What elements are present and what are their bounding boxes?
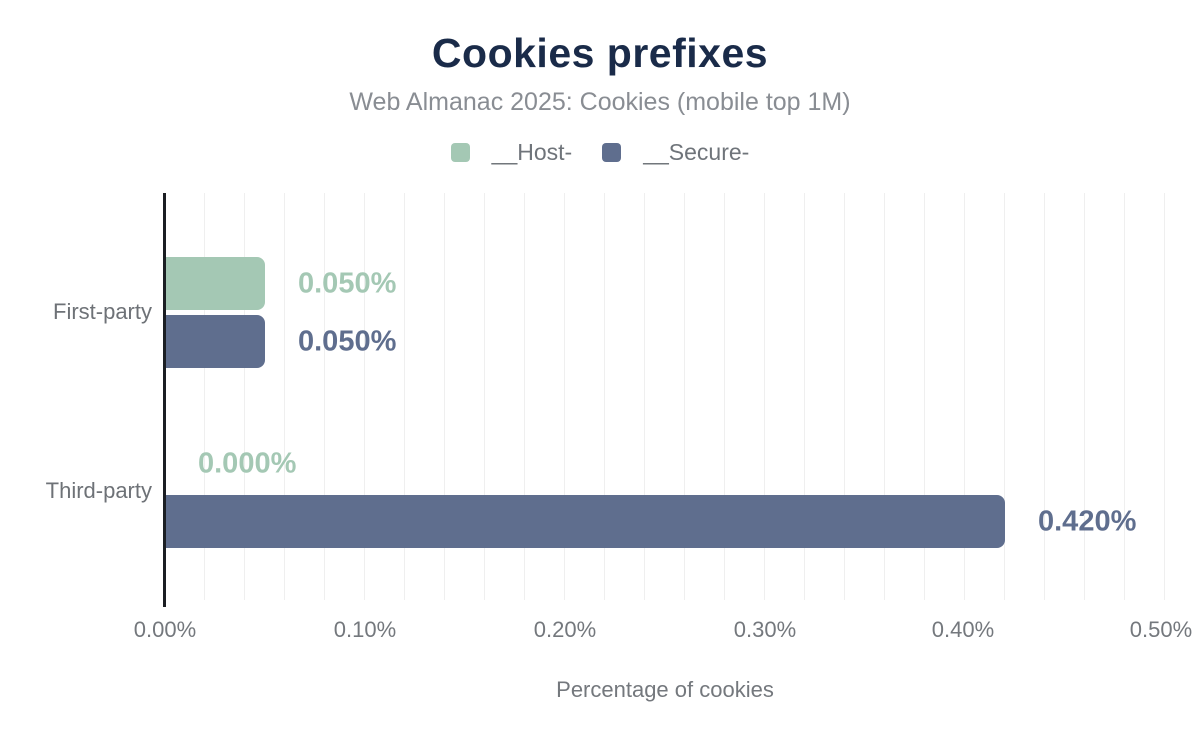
x-tick-label: 0.30% <box>733 617 797 642</box>
category-label-first-party: First-party <box>53 299 152 324</box>
legend-label-host: __Host- <box>491 139 573 165</box>
bar-secure-first-party <box>165 315 265 368</box>
x-tick-label: 0.20% <box>533 617 597 642</box>
plot-area: 0.050% 0.000% 0.050% 0.420% <box>165 193 1165 600</box>
bar-secure-third-party <box>165 495 1005 548</box>
chart-title: Cookies prefixes <box>431 30 769 76</box>
value-label: 0.050% <box>298 267 397 299</box>
x-tick-label: 0.40% <box>931 617 995 642</box>
value-label: 0.420% <box>1038 505 1137 537</box>
legend-swatch-secure-icon <box>602 143 622 162</box>
chart-subtitle: Web Almanac 2025: Cookies (mobile top 1M… <box>349 88 851 116</box>
bar-host-first-party <box>165 257 265 310</box>
x-tick-label: 0.10% <box>333 617 397 642</box>
legend-label-secure: __Secure- <box>643 139 750 165</box>
y-axis-line <box>163 193 166 607</box>
x-axis-title: Percentage of cookies <box>556 677 774 702</box>
value-label: 0.050% <box>298 325 397 357</box>
legend-item-host: __Host- <box>450 139 573 166</box>
value-label: 0.000% <box>198 447 297 479</box>
legend-item-secure: __Secure- <box>602 139 749 166</box>
category-label-third-party: Third-party <box>45 478 152 503</box>
x-tick-label: 0.50% <box>1129 617 1193 642</box>
x-tick-label: 0.00% <box>133 617 197 642</box>
legend-swatch-host-icon <box>450 143 470 162</box>
legend: __Host- __Secure- <box>0 139 1200 166</box>
